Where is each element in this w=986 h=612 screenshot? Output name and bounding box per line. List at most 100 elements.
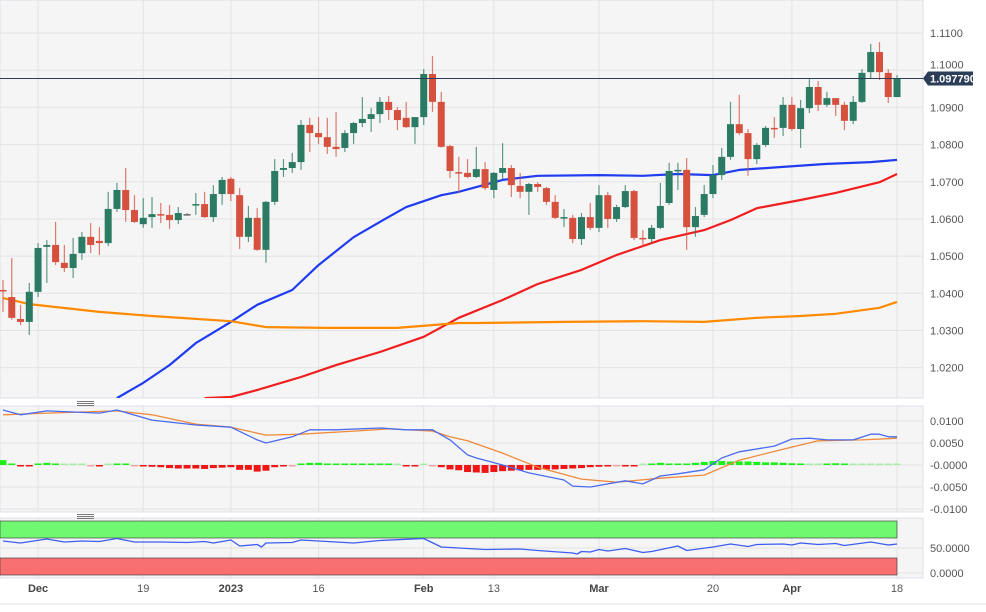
candle-body [288, 162, 296, 169]
candle-body [674, 169, 682, 172]
macd-histogram-bar [104, 463, 112, 465]
price-tick-label: 1.0300 [930, 325, 964, 337]
candle-body [726, 124, 734, 157]
macd-histogram-bar [358, 463, 366, 465]
time-tick-label: Apr [782, 583, 802, 595]
candle-body [700, 194, 708, 215]
candle-body [709, 175, 717, 195]
macd-histogram-bar [630, 465, 638, 467]
candle [315, 117, 323, 144]
macd-histogram-bar [253, 465, 261, 472]
panel-resize-handle-icon[interactable] [77, 514, 94, 519]
candle [569, 214, 577, 244]
macd-line [2, 409, 897, 488]
macd-histogram-bar [323, 463, 331, 465]
macd-histogram-bar [586, 465, 594, 468]
macd-histogram-bar [174, 465, 182, 469]
macd-histogram-bar [17, 465, 25, 467]
candle-body [297, 124, 305, 163]
candle [621, 185, 629, 209]
candle-body [218, 179, 226, 195]
candle-body [130, 210, 138, 222]
candle [735, 94, 743, 135]
candle-body [8, 297, 16, 318]
candle [69, 237, 77, 279]
candle-body [52, 244, 60, 263]
candle [393, 107, 401, 131]
candle [78, 231, 86, 260]
candle-body [648, 227, 656, 240]
macd-histogram-bar [735, 461, 743, 465]
price-tick-label: 1.0900 [930, 102, 964, 114]
candle [779, 97, 787, 137]
rsi-line [2, 537, 898, 555]
candle [884, 69, 892, 103]
candle-body [455, 172, 463, 174]
macd-histogram-bar [464, 465, 472, 473]
candle-body [25, 291, 33, 322]
macd-histogram-bar [332, 463, 340, 465]
candle-body [788, 104, 796, 129]
candle-body [122, 189, 130, 211]
candle [516, 172, 524, 199]
candle-body [551, 201, 559, 218]
macd-histogram-bar [376, 463, 384, 465]
candle-body [893, 78, 901, 98]
candle-body [595, 195, 603, 228]
candle [341, 130, 349, 153]
candle-body [253, 217, 261, 250]
candle-body [464, 172, 472, 177]
candle-body [174, 213, 182, 221]
macd-histogram-bar [797, 463, 805, 465]
macd-panel[interactable] [0, 405, 924, 513]
rsi-overbought-band [0, 520, 898, 539]
macd-histogram-bar [744, 461, 752, 465]
candle-body [209, 194, 217, 218]
candle-body [814, 86, 822, 105]
candle-body [236, 195, 244, 237]
candle-body [779, 104, 787, 128]
main-panel[interactable] [0, 0, 924, 399]
price-tick-label: 1.0800 [930, 140, 964, 152]
macd-histogram-bar [34, 463, 42, 465]
candle-body [621, 191, 629, 208]
macd-histogram-bar [656, 462, 664, 465]
macd-tick-label: -0.0100 [930, 504, 967, 516]
candle-body [437, 101, 445, 147]
candle-body [797, 108, 805, 129]
macd-histogram-bar [95, 465, 103, 467]
candle [253, 208, 261, 251]
macd-histogram-bar [113, 463, 121, 465]
macd-histogram-bar [499, 465, 507, 472]
candle [306, 117, 314, 153]
price-tick-label: 1.0400 [930, 288, 964, 300]
candle-body [139, 217, 147, 225]
candle-body [358, 118, 366, 124]
macd-histogram-bar [867, 463, 875, 465]
candle-body [823, 98, 831, 105]
candle [805, 79, 813, 114]
candle-body [832, 98, 840, 105]
candle [218, 176, 226, 205]
macd-histogram-bar [288, 465, 296, 467]
price-axis: 1.1100 1.1000 1.0900 1.0800 1.0700 1.0600 1.05… [930, 28, 970, 580]
candle [525, 182, 533, 215]
candle-body [753, 144, 761, 160]
macd-histogram-bar [402, 465, 410, 467]
price-tick-label: 1.0200 [930, 363, 964, 375]
candle [402, 101, 410, 128]
panel-resize-handle-icon[interactable] [77, 401, 94, 406]
candle [630, 189, 638, 241]
candle-body [17, 318, 25, 322]
macd-histogram-bar [788, 463, 796, 465]
candle [770, 117, 778, 138]
candle [823, 91, 831, 108]
candle [428, 56, 436, 112]
time-tick-label: 2023 [219, 583, 243, 595]
candle [201, 191, 209, 218]
macd-histogram-bar [244, 465, 252, 470]
macd-histogram-bar [560, 465, 568, 469]
candle [656, 182, 664, 229]
macd-histogram-bar [130, 465, 138, 467]
candle [332, 111, 340, 157]
